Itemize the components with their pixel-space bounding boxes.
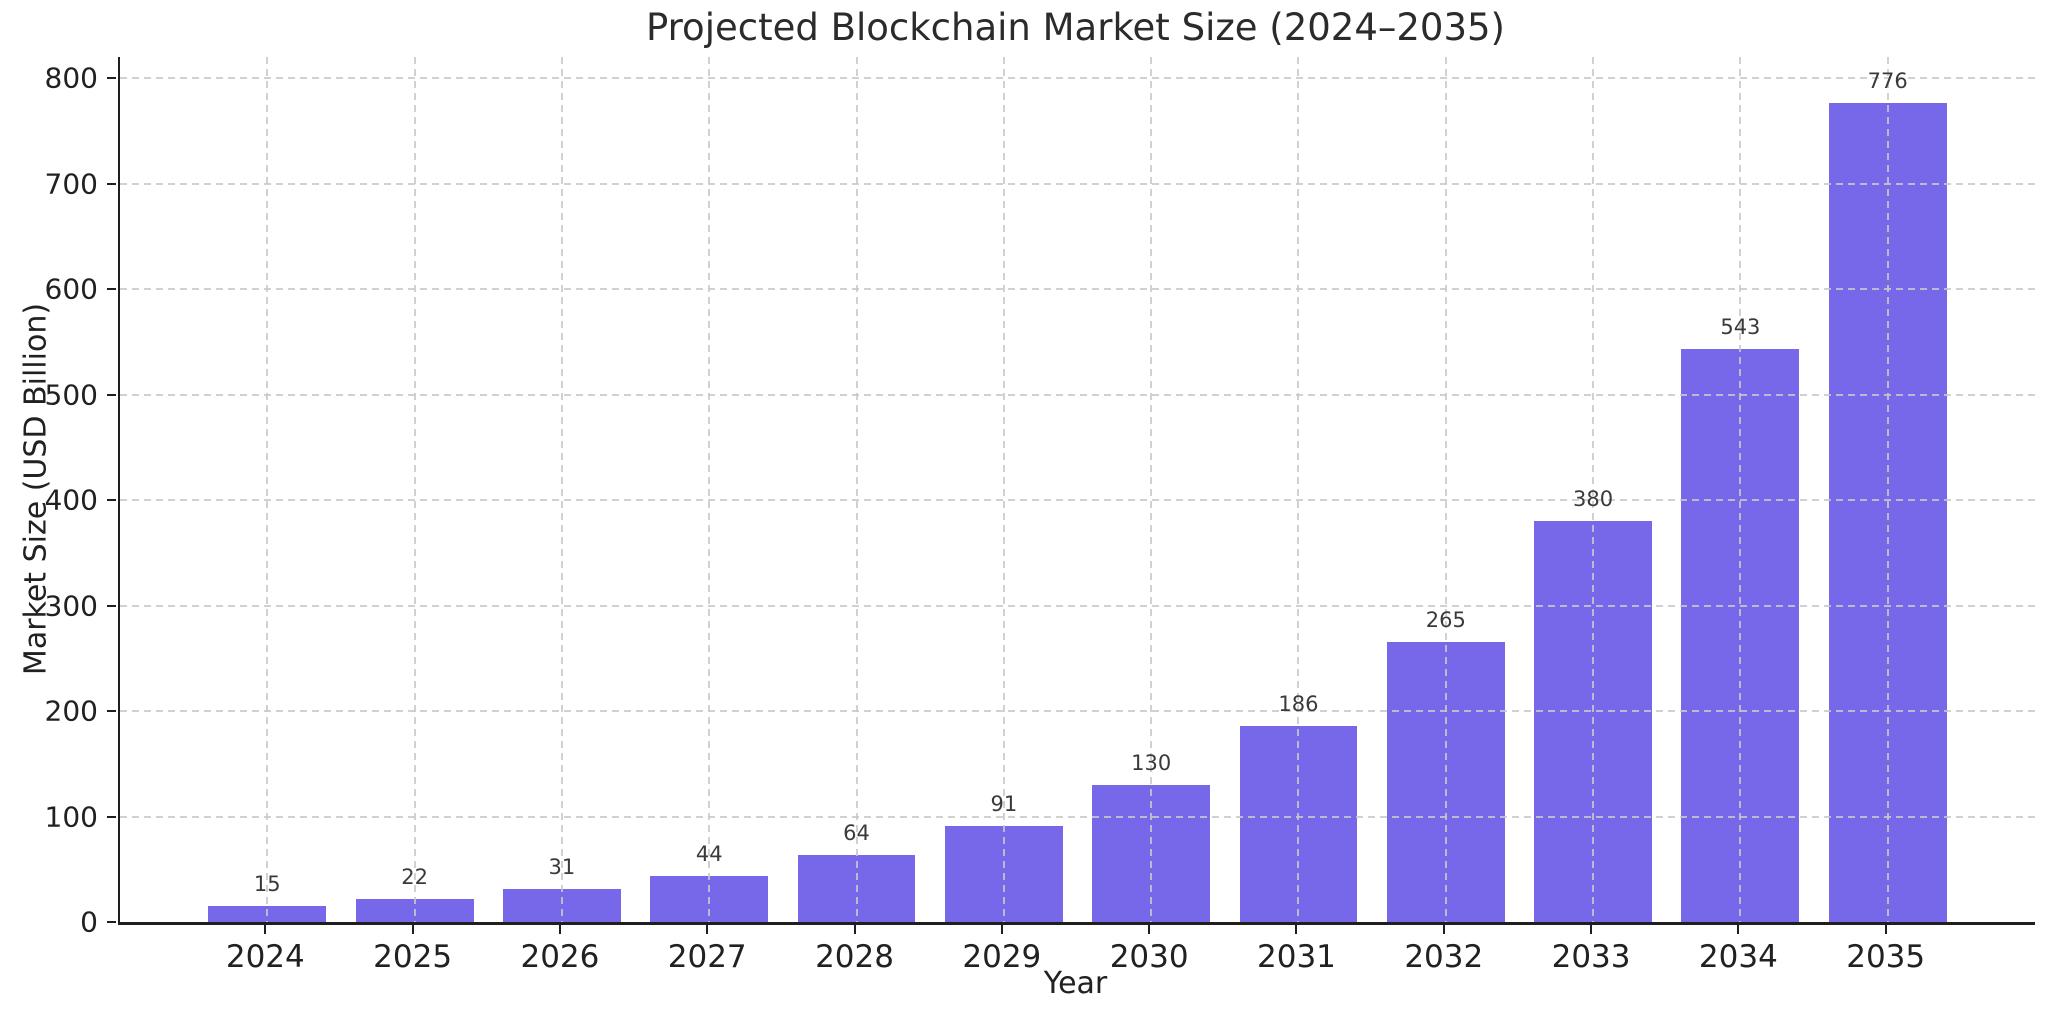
y-tick-mark [107,921,116,923]
v-gridline [855,57,858,922]
h-gridline [120,604,2035,607]
y-tick-label: 0 [80,905,98,939]
x-tick-label: 2033 [1551,939,1631,975]
v-gridline [708,57,711,922]
x-tick-label: 2029 [962,939,1042,975]
y-tick-label: 500 [44,378,98,412]
x-tick-mark [411,925,414,934]
bar-value-label: 15 [253,872,281,897]
h-gridline [120,499,2035,502]
v-gridline [1444,57,1447,922]
x-tick-mark [853,925,856,934]
bar-value-label: 130 [1131,750,1172,775]
x-tick-mark [264,925,267,934]
x-tick-mark [1737,925,1740,934]
x-axis: 2024 2025 2026 2027 2028 2029 2030 2031 2032 2033… [118,925,2033,985]
chart-title: Projected Blockchain Market Size (2024–2… [646,6,1505,49]
x-tick-label: 2028 [815,939,894,975]
x-tick-label: 2025 [373,939,453,975]
y-tick-mark [107,815,116,818]
v-gridline [1739,57,1742,922]
bar-value-label: 91 [990,792,1018,817]
y-tick-mark [107,77,116,80]
x-tick-label: 2030 [1109,939,1189,975]
y-tick-label: 200 [44,694,98,728]
v-gridline [1886,57,1889,922]
h-gridline [120,393,2035,396]
x-tick-label: 2026 [520,939,600,975]
v-gridline [413,57,416,922]
x-tick-mark [1000,925,1003,934]
y-tick-label: 700 [44,167,98,201]
y-tick-mark [107,182,116,185]
bar-value-label: 22 [401,864,428,889]
y-tick-label: 400 [44,483,98,517]
h-gridline [120,815,2035,818]
x-tick-mark [1295,925,1298,934]
bar-value-label: 265 [1425,608,1466,633]
h-gridline [120,710,2035,713]
x-tick-label: 2035 [1846,939,1926,975]
x-axis-label: Year [1043,966,1108,1001]
v-gridline [1297,57,1300,922]
x-tick-mark [1442,925,1445,934]
y-tick-label: 600 [44,272,98,306]
y-tick-mark [107,393,116,396]
v-gridline [266,57,269,922]
y-tick-label: 300 [44,589,98,623]
x-tick-label: 2034 [1698,939,1778,975]
plot-area: 15 22 31 44 64 91 130 186 265 380 543 776 [118,57,2035,925]
x-tick-label: 2031 [1257,939,1336,975]
y-tick-mark [107,710,116,713]
x-tick-label: 2027 [667,939,747,975]
x-tick-mark [706,925,709,934]
x-tick-mark [1884,925,1887,934]
x-tick-mark [1590,925,1593,934]
y-tick-label: 100 [44,800,98,834]
bar-value-label: 776 [1867,69,1908,94]
x-tick-label: 2032 [1404,939,1484,975]
bar-value-label: 186 [1278,691,1319,716]
h-gridline [120,182,2035,185]
y-axis: 0 100 200 300 400 500 600 700 800 [0,57,116,939]
x-tick-mark [1148,925,1151,934]
x-tick-label: 2024 [225,939,305,975]
bar-value-label: 44 [695,841,723,866]
x-tick-mark [558,925,561,934]
bar-value-label: 31 [548,855,576,880]
h-gridline [120,288,2035,291]
h-gridline [120,77,2035,80]
v-gridline [560,57,563,922]
y-tick-mark [107,499,116,502]
bar-value-label: 543 [1720,315,1761,340]
v-gridline [1592,57,1595,922]
y-tick-mark [107,288,116,291]
v-gridline [1002,57,1005,922]
bar-value-label: 380 [1573,487,1614,512]
bar-value-label: 64 [843,820,870,845]
y-tick-mark [107,604,116,607]
v-gridline [1150,57,1153,922]
y-tick-label: 800 [44,61,98,95]
